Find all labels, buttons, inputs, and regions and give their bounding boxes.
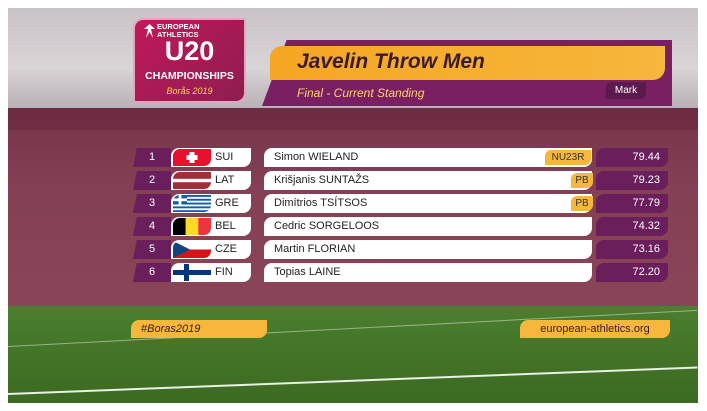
rank-number: 1	[133, 148, 171, 167]
athlete-name: Simon WIELAND	[264, 148, 592, 167]
event-title: Javelin Throw Men	[297, 50, 485, 73]
mark-value: 79.44	[596, 148, 668, 167]
country-code: BEL	[215, 220, 236, 232]
mark-value: 79.23	[596, 171, 668, 190]
result-row: 3 GRE Dimítrios TSÍTSOS PB 77.79	[133, 194, 673, 214]
latvia-flag-icon	[173, 172, 211, 189]
athlete-name: Krišjanis SUNTAŽS	[264, 171, 592, 190]
rank-number: 5	[133, 240, 171, 259]
logo-event-name: CHAMPIONSHIPS	[145, 70, 234, 82]
mark-value: 72.20	[596, 263, 668, 282]
hashtag-label: #Boras2019	[131, 320, 267, 338]
title-box	[270, 46, 665, 80]
record-badge: PB	[571, 173, 593, 188]
country-cell: SUI	[171, 148, 251, 167]
czech-republic-flag-icon	[173, 241, 211, 258]
record-badge: NU23R	[545, 150, 591, 165]
country-cell: FIN	[171, 263, 251, 282]
country-cell: GRE	[171, 194, 251, 213]
logo-org-line2: ATHLETICS	[157, 30, 199, 39]
mark-column-header: Mark	[606, 82, 646, 99]
website-label: european-athletics.org	[520, 320, 670, 338]
country-code: GRE	[215, 197, 239, 209]
result-row: 5 CZE Martin FLORIAN 73.16	[133, 240, 673, 260]
rank-number: 2	[133, 171, 171, 190]
country-cell: BEL	[171, 217, 251, 236]
country-cell: CZE	[171, 240, 251, 259]
record-badge: PB	[571, 196, 593, 211]
country-code: CZE	[215, 243, 237, 255]
athlete-name: Dimítrios TSÍTSOS	[264, 194, 592, 213]
greece-flag-icon	[173, 195, 211, 212]
rank-number: 4	[133, 217, 171, 236]
country-code: LAT	[215, 174, 235, 186]
mark-value: 74.32	[596, 217, 668, 236]
logo-category: U20	[164, 36, 215, 66]
athlete-name: Topias LAINE	[264, 263, 592, 282]
european-athletics-icon	[144, 24, 155, 38]
logo-org-line1: EUROPEAN	[157, 22, 200, 31]
athlete-name: Martin FLORIAN	[264, 240, 592, 259]
result-row: 1 SUI Simon WIELAND NU23R 79.44	[133, 148, 673, 168]
result-row: 2 LAT Krišjanis SUNTAŽS PB 79.23	[133, 171, 673, 191]
grandstand-roof	[8, 108, 698, 130]
event-subtitle: Final - Current Standing	[297, 86, 425, 100]
rank-number: 3	[133, 194, 171, 213]
athlete-name: Cedric SORGELOOS	[264, 217, 592, 236]
result-row: 4 BEL Cedric SORGELOOS 74.32	[133, 217, 673, 237]
country-code: FIN	[215, 266, 233, 278]
mark-value: 77.79	[596, 194, 668, 213]
logo-location-year: Borås 2019	[166, 86, 213, 96]
switzerland-flag-icon	[173, 149, 211, 166]
country-code: SUI	[215, 151, 234, 163]
mark-value: 73.16	[596, 240, 668, 259]
country-cell: LAT	[171, 171, 251, 190]
logo-org-name: EUROPEAN ATHLETICS	[157, 23, 200, 39]
belgium-flag-icon	[173, 218, 211, 235]
rank-number: 6	[133, 263, 171, 282]
championship-logo: EUROPEAN ATHLETICS U20 CHAMPIONSHIPS Bor…	[133, 18, 246, 103]
result-row: 6 FIN Topias LAINE 72.20	[133, 263, 673, 283]
finland-flag-icon	[173, 264, 211, 281]
